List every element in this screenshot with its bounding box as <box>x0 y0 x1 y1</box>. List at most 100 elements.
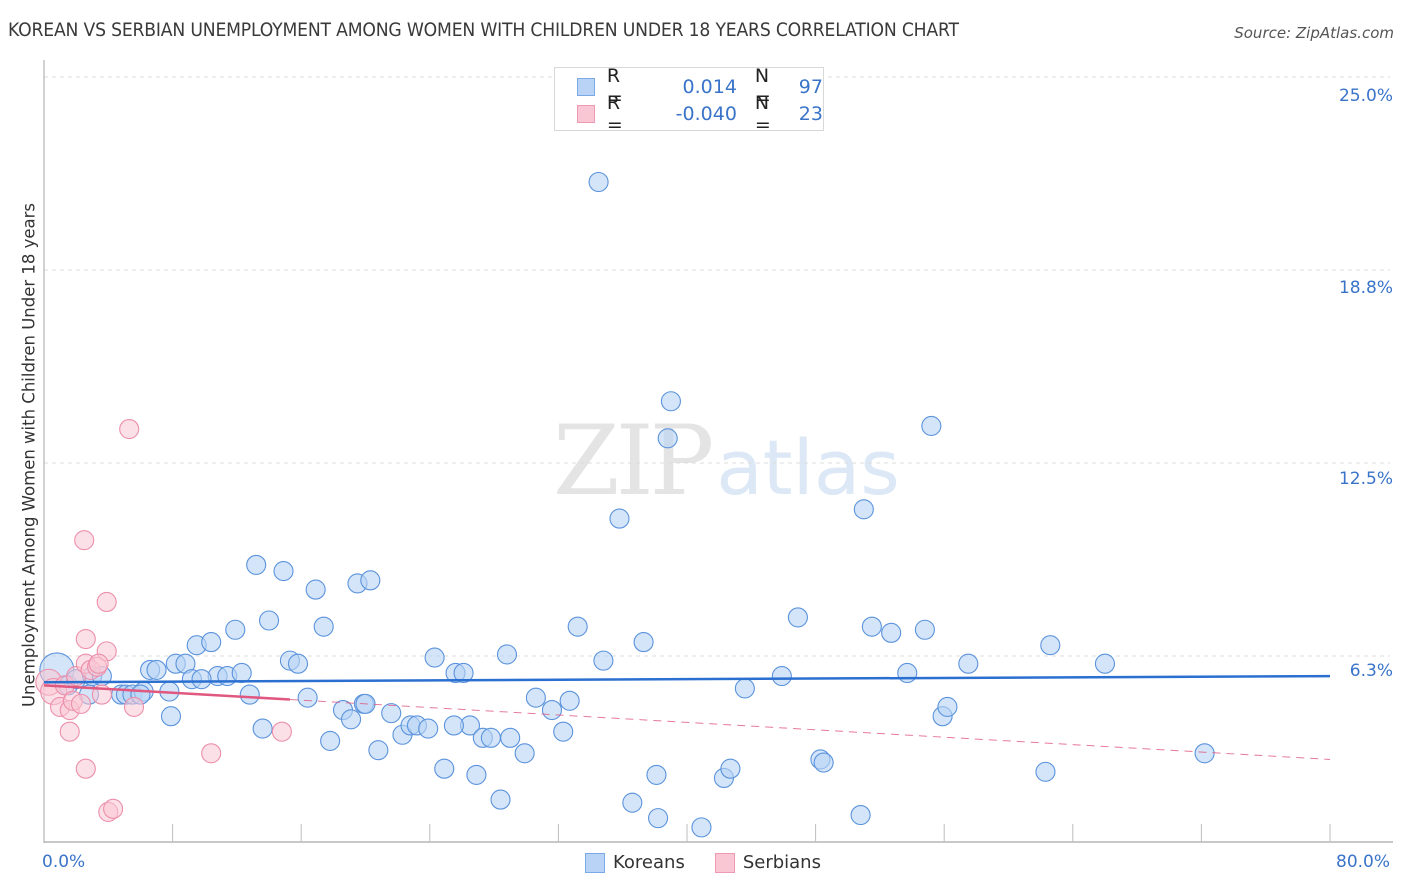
korean-data-point <box>1194 743 1215 764</box>
korean-data-point <box>160 706 182 727</box>
serbian-data-point <box>96 591 117 613</box>
serbian-data-point <box>119 418 140 440</box>
serbian-trend-extrapolation <box>289 699 1331 760</box>
serbian-data-point <box>103 798 124 819</box>
serbian-data-point <box>271 721 292 742</box>
serbian-data-point <box>75 628 96 650</box>
korean-data-point <box>720 758 741 779</box>
korean-data-point <box>496 644 518 665</box>
serbian-swatch-icon <box>577 105 595 123</box>
korean-data-point <box>648 808 669 829</box>
korean-data-point <box>340 709 362 730</box>
serbian-data-point <box>75 758 96 779</box>
korean-data-point <box>657 428 678 449</box>
korean-data-point <box>646 764 667 785</box>
korean-data-point <box>937 696 958 718</box>
source-label: Source: ZipAtlas.com <box>1234 24 1394 42</box>
korean-data-point <box>231 662 252 684</box>
korean-data-point <box>424 647 445 668</box>
y-tick-18-8: 18.8% <box>1338 278 1393 298</box>
y-tick-25: 25.0% <box>1338 86 1393 106</box>
n-value: 97 <box>798 76 823 98</box>
korean-data-point <box>559 690 580 711</box>
korean-data-point <box>434 758 455 779</box>
korean-data-point <box>567 616 588 637</box>
korean-data-point <box>771 666 792 687</box>
legend-item-koreans[interactable]: Koreans <box>585 852 685 873</box>
serbian-data-point <box>201 743 222 764</box>
korean-data-point <box>273 561 294 582</box>
korean-data-point <box>225 619 246 640</box>
korean-data-point <box>191 669 212 690</box>
r-value: 0.014 <box>682 76 737 98</box>
legend-label-koreans: Koreans <box>613 852 685 873</box>
korean-data-point <box>239 684 260 705</box>
korean-swatch-icon <box>577 78 595 96</box>
korean-data-point <box>787 607 808 628</box>
korean-data-point <box>490 789 511 810</box>
korean-data-point <box>593 650 614 671</box>
y-tick-12-5: 12.5% <box>1338 469 1393 489</box>
korean-data-point <box>466 764 487 785</box>
korean-data-point <box>734 678 755 699</box>
n-value: 23 <box>798 103 823 125</box>
korean-data-point <box>368 740 389 761</box>
korean-data-point <box>246 554 267 575</box>
korean-data-point <box>813 752 834 773</box>
serbian-data-point <box>123 696 145 718</box>
korean-trend-line <box>43 674 1331 684</box>
serbian-data-point <box>88 653 109 674</box>
n-label: N = <box>754 65 771 109</box>
korean-data-point <box>305 579 326 600</box>
korean-data-point <box>958 653 979 674</box>
korean-swatch-icon <box>585 852 605 873</box>
n-label: N = <box>754 92 771 136</box>
korean-data-point <box>480 727 501 748</box>
korean-data-point <box>633 632 654 653</box>
serbian-data-point <box>59 721 80 742</box>
korean-data-point <box>1094 653 1115 674</box>
korean-data-point <box>297 687 318 708</box>
korean-data-point <box>609 508 630 529</box>
legend-item-serbians[interactable]: Serbians <box>714 852 821 873</box>
korean-data-point <box>360 570 381 591</box>
korean-data-point <box>921 415 942 436</box>
serbian-data-point <box>74 530 95 551</box>
correlation-legend: R = 0.014 N = 97 R = -0.040 N = 23 <box>554 65 824 136</box>
chart-title: KOREAN VS SERBIAN UNEMPLOYMENT AMONG WOM… <box>8 20 959 41</box>
korean-data-point <box>146 659 167 680</box>
korean-data-point <box>252 718 273 739</box>
korean-data-point <box>258 610 280 631</box>
korean-data-point <box>553 721 574 742</box>
korean-data-point <box>881 622 902 643</box>
legend-row-koreans: R = 0.014 N = 97 <box>577 65 823 109</box>
serbian-data-point <box>70 693 92 714</box>
korean-data-point <box>320 730 341 751</box>
legend-label-serbians: Serbians <box>742 852 821 873</box>
series-legend: Koreans Serbians <box>0 852 1406 873</box>
korean-data-point <box>914 619 935 640</box>
korean-data-point <box>622 792 643 813</box>
korean-data-point <box>897 662 918 684</box>
korean-data-point <box>850 804 871 826</box>
korean-data-point <box>443 715 464 736</box>
korean-data-point <box>861 616 882 637</box>
korean-data-point <box>691 817 712 838</box>
legend-row-serbians: R = -0.040 N = 23 <box>577 92 823 136</box>
korean-data-point <box>660 391 681 412</box>
korean-data-point <box>287 653 309 674</box>
r-label: R = <box>606 65 623 109</box>
korean-data-point <box>1035 761 1056 782</box>
x-tick-0: 0.0% <box>42 852 86 872</box>
serbian-trend-line <box>43 684 291 701</box>
korean-data-point <box>453 662 474 684</box>
korean-data-point <box>201 632 222 653</box>
serbian-swatch-icon <box>714 852 735 873</box>
korean-data-point <box>514 743 535 764</box>
korean-data-point <box>525 687 546 708</box>
korean-data-point <box>541 699 563 721</box>
korean-data-point <box>1040 635 1061 656</box>
korean-data-point <box>313 616 334 637</box>
korean-data-point <box>853 499 874 520</box>
